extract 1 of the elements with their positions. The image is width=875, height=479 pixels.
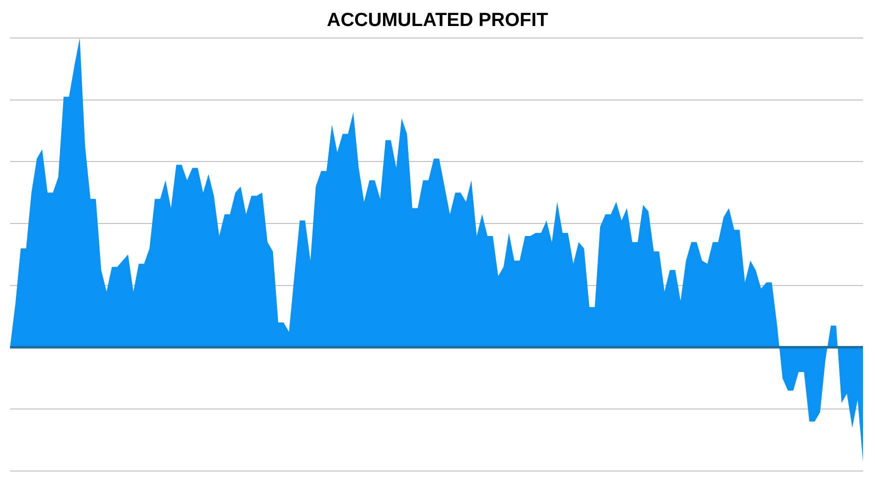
chart-title: ACCUMULATED PROFIT bbox=[326, 9, 550, 33]
